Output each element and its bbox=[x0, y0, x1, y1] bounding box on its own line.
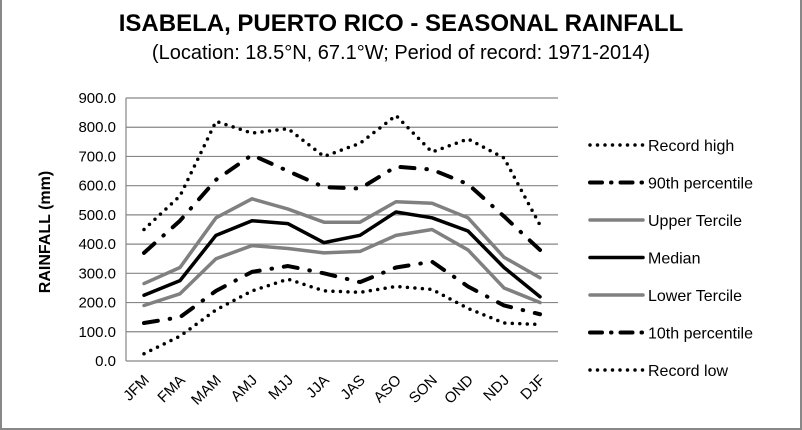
x-tick-label: DJF bbox=[517, 372, 548, 403]
series-line-upper-tercile bbox=[142, 197, 542, 286]
legend-label: Lower Tercile bbox=[648, 288, 742, 305]
x-tick-label: AMJ bbox=[228, 372, 261, 405]
legend-label: Median bbox=[648, 251, 700, 268]
y-axis-ticks: 0.0 100.0 200.0 300.0 400.0 500.0 600.0 700.0 80… bbox=[78, 90, 116, 370]
legend-label: 10th percentile bbox=[648, 326, 753, 343]
x-tick-label: JJA bbox=[303, 372, 333, 402]
y-tick-label: 400.0 bbox=[78, 236, 116, 253]
legend-label: Record high bbox=[648, 138, 734, 155]
y-axis-label: RAINFALL (mm) bbox=[37, 171, 54, 293]
series-line-lower-tercile bbox=[142, 227, 542, 308]
gridlines bbox=[125, 97, 558, 362]
y-tick-label: 200.0 bbox=[78, 295, 116, 312]
legend-label: Upper Tercile bbox=[648, 213, 742, 230]
legend-item-median: Median bbox=[588, 251, 700, 268]
chart-title: ISABELA, PUERTO RICO - SEASONAL RAINFALL bbox=[118, 10, 684, 37]
y-tick-label: 600.0 bbox=[78, 178, 116, 195]
legend-item-90th-percentile: 90th percentile bbox=[588, 176, 753, 193]
y-tick-label: 800.0 bbox=[78, 119, 116, 136]
x-tick-label: JFM bbox=[120, 372, 153, 405]
y-tick-label: 900.0 bbox=[78, 90, 116, 107]
chart-subtitle: (Location: 18.5°N, 67.1°W; Period of rec… bbox=[151, 42, 651, 64]
y-tick-label: 700.0 bbox=[78, 148, 116, 165]
y-tick-label: 500.0 bbox=[78, 207, 116, 224]
x-tick-label: MAM bbox=[188, 372, 225, 409]
series-line-90th-percentile bbox=[142, 152, 542, 255]
legend-item-record-low: Record low bbox=[588, 363, 728, 380]
y-tick-label: 300.0 bbox=[78, 265, 116, 282]
legend-item-10th-percentile: 10th percentile bbox=[588, 326, 753, 343]
x-tick-label: JAS bbox=[337, 372, 368, 403]
x-axis-ticks: JFM FMA MAM AMJ MJJ JJA JAS ASO SON OND NDJ DJF bbox=[120, 372, 549, 409]
series-lines bbox=[142, 113, 542, 356]
x-tick-label: OND bbox=[441, 372, 477, 408]
y-tick-label: 100.0 bbox=[78, 324, 116, 341]
legend-label: 90th percentile bbox=[648, 176, 753, 193]
x-tick-label: FMA bbox=[154, 372, 188, 406]
legend-item-lower-tercile: Lower Tercile bbox=[588, 288, 742, 305]
x-tick-label: ASO bbox=[370, 372, 404, 406]
legend-label: Record low bbox=[648, 363, 728, 380]
legend-item-record-high: Record high bbox=[588, 138, 734, 155]
series-line-10th-percentile bbox=[142, 259, 542, 326]
y-tick-label: 0.0 bbox=[95, 353, 116, 370]
x-tick-label: NDJ bbox=[480, 372, 513, 405]
legend: Record high 90th percentile Upper Tercile M… bbox=[588, 138, 753, 380]
series-line-record-high bbox=[142, 113, 542, 232]
series-line-median bbox=[142, 210, 542, 299]
legend-item-upper-tercile: Upper Tercile bbox=[588, 213, 742, 230]
x-tick-label: MJJ bbox=[265, 372, 296, 403]
x-tick-label: SON bbox=[406, 372, 441, 407]
series-line-record-low bbox=[142, 277, 542, 356]
